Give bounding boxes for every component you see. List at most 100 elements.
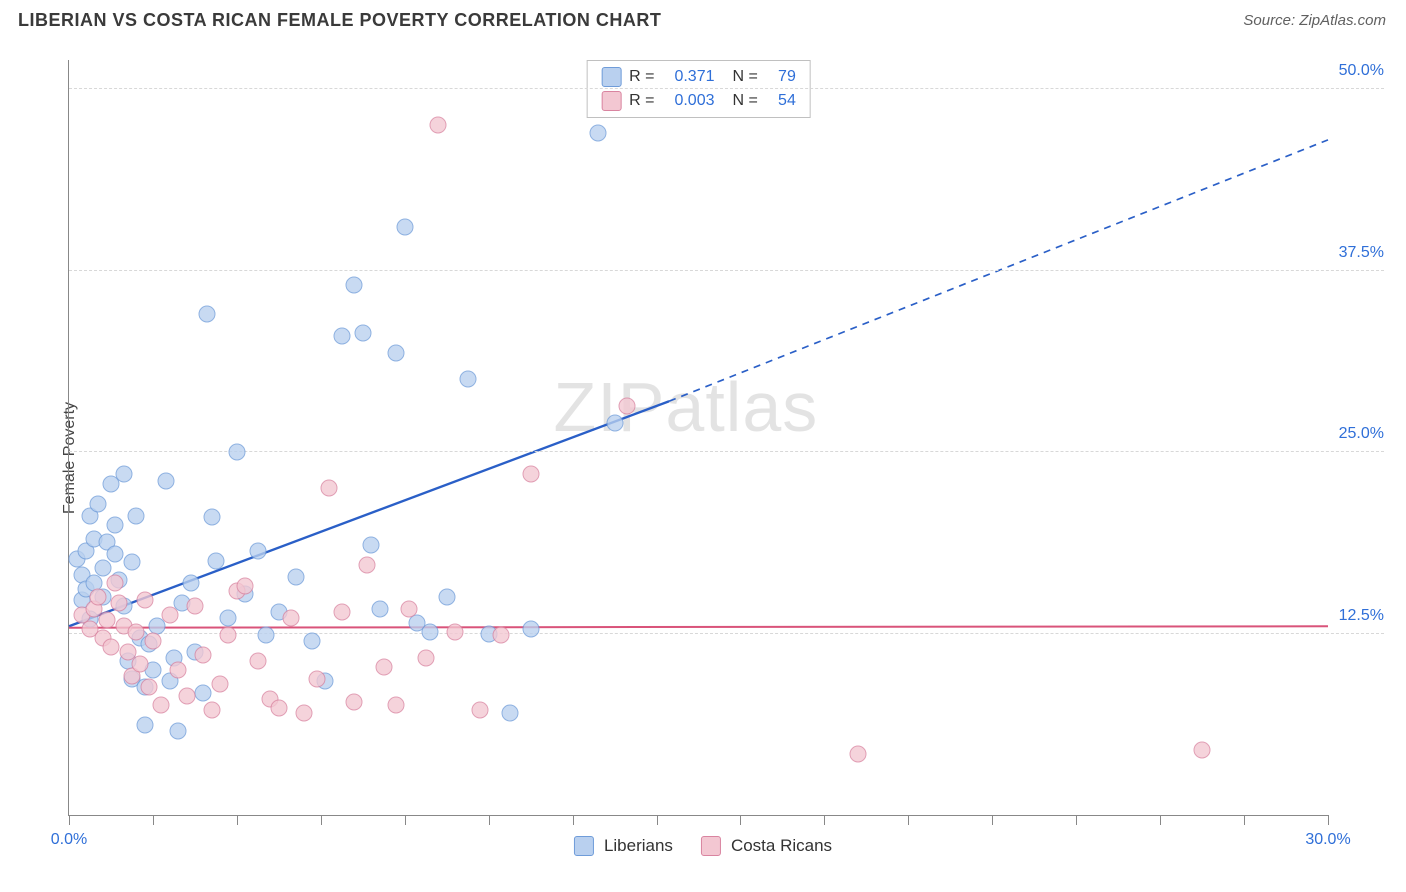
scatter-point	[459, 371, 476, 388]
chart-source: Source: ZipAtlas.com	[1243, 12, 1386, 29]
scatter-point	[107, 545, 124, 562]
scatter-point	[249, 653, 266, 670]
scatter-point	[249, 542, 266, 559]
scatter-point	[346, 693, 363, 710]
scatter-point	[606, 414, 623, 431]
scatter-point	[136, 592, 153, 609]
scatter-point	[522, 621, 539, 638]
legend-r-value: 0.371	[663, 68, 715, 86]
scatter-point	[396, 218, 413, 235]
y-tick-label: 50.0%	[1333, 62, 1384, 80]
scatter-point	[522, 465, 539, 482]
x-tick	[321, 815, 322, 825]
scatter-point	[90, 589, 107, 606]
regression-lines	[69, 60, 1328, 815]
scatter-point	[228, 444, 245, 461]
scatter-point	[438, 589, 455, 606]
scatter-point	[589, 124, 606, 141]
legend-n-label: N =	[733, 92, 758, 110]
legend-stat-row: R =0.371N =79	[587, 65, 810, 89]
x-tick	[1244, 815, 1245, 825]
legend-swatch	[601, 67, 621, 87]
scatter-point	[849, 746, 866, 763]
legend-label: Liberians	[604, 836, 673, 856]
scatter-point	[203, 509, 220, 526]
scatter-point	[102, 638, 119, 655]
scatter-point	[371, 600, 388, 617]
x-tick	[69, 815, 70, 825]
scatter-point	[333, 603, 350, 620]
scatter-point	[220, 626, 237, 643]
scatter-point	[157, 473, 174, 490]
scatter-point	[388, 345, 405, 362]
scatter-point	[132, 656, 149, 673]
scatter-point	[447, 624, 464, 641]
legend-item: Liberians	[574, 836, 673, 856]
scatter-point	[90, 496, 107, 513]
x-tick	[1328, 815, 1329, 825]
scatter-point	[346, 277, 363, 294]
legend-label: Costa Ricans	[731, 836, 832, 856]
x-tick	[237, 815, 238, 825]
scatter-point	[472, 702, 489, 719]
scatter-point	[430, 117, 447, 134]
scatter-point	[186, 597, 203, 614]
x-tick	[740, 815, 741, 825]
scatter-point	[501, 705, 518, 722]
x-tick	[489, 815, 490, 825]
scatter-point	[375, 658, 392, 675]
scatter-point	[619, 397, 636, 414]
y-tick-label: 12.5%	[1333, 607, 1384, 625]
scatter-point	[128, 507, 145, 524]
scatter-point	[212, 676, 229, 693]
scatter-point	[170, 722, 187, 739]
scatter-point	[333, 327, 350, 344]
x-tick	[824, 815, 825, 825]
scatter-point	[128, 624, 145, 641]
x-tick	[1160, 815, 1161, 825]
legend-swatch	[574, 836, 594, 856]
x-tick-label: 0.0%	[51, 831, 87, 849]
scatter-point	[107, 574, 124, 591]
scatter-point	[220, 609, 237, 626]
legend-r-label: R =	[629, 68, 654, 86]
legend-swatch	[701, 836, 721, 856]
gridline	[69, 88, 1384, 89]
scatter-point	[304, 632, 321, 649]
x-tick	[992, 815, 993, 825]
x-tick	[1076, 815, 1077, 825]
x-tick	[908, 815, 909, 825]
scatter-point	[1194, 741, 1211, 758]
scatter-point	[195, 647, 212, 664]
scatter-point	[287, 568, 304, 585]
regression-line	[69, 401, 669, 626]
scatter-point	[144, 632, 161, 649]
scatter-point	[308, 670, 325, 687]
scatter-point	[237, 577, 254, 594]
legend-series: Liberians Costa Ricans	[574, 836, 832, 856]
scatter-point	[258, 626, 275, 643]
scatter-point	[140, 679, 157, 696]
x-tick-label: 30.0%	[1305, 831, 1350, 849]
legend-n-label: N =	[733, 68, 758, 86]
scatter-point	[98, 612, 115, 629]
x-tick	[657, 815, 658, 825]
scatter-point	[203, 702, 220, 719]
scatter-point	[400, 600, 417, 617]
scatter-point	[493, 626, 510, 643]
scatter-point	[417, 650, 434, 667]
scatter-point	[270, 699, 287, 716]
chart-title: LIBERIAN VS COSTA RICAN FEMALE POVERTY C…	[18, 10, 661, 31]
header: LIBERIAN VS COSTA RICAN FEMALE POVERTY C…	[0, 0, 1406, 39]
scatter-point	[195, 685, 212, 702]
scatter-point	[136, 716, 153, 733]
scatter-point	[94, 560, 111, 577]
regression-line	[69, 626, 1328, 627]
scatter-point	[182, 574, 199, 591]
legend-item: Costa Ricans	[701, 836, 832, 856]
scatter-point	[178, 687, 195, 704]
scatter-point	[111, 595, 128, 612]
y-tick-label: 37.5%	[1333, 244, 1384, 262]
scatter-point	[363, 536, 380, 553]
legend-n-value: 54	[766, 92, 796, 110]
